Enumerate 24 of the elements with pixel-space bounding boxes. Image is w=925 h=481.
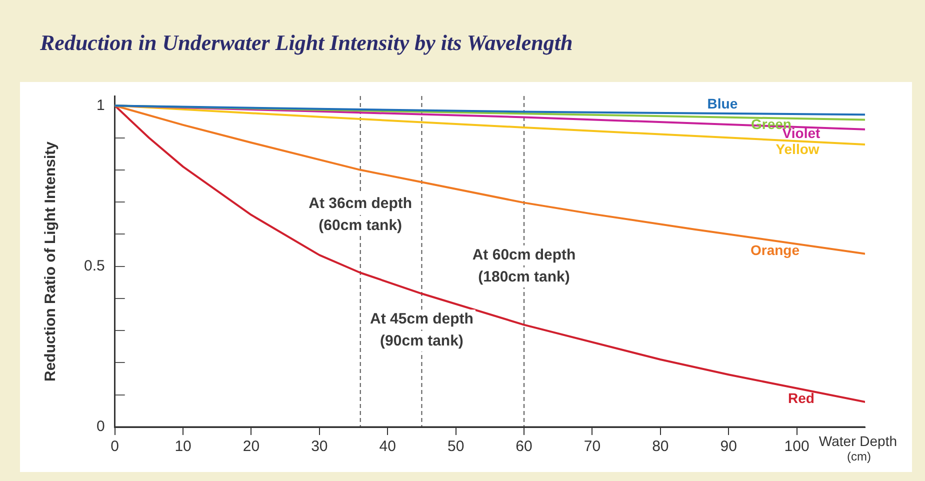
series-label: Orange xyxy=(750,242,800,258)
x-tick-label: 10 xyxy=(174,438,192,456)
ref-line-label: At 36cm depth (60cm tank) xyxy=(308,195,412,234)
ref-line-label: At 60cm depth (180cm tank) xyxy=(472,246,576,286)
y-tick-label: 0 xyxy=(96,418,105,436)
x-tick-label: 40 xyxy=(379,438,396,456)
chart-title: Reduction in Underwater Light Intensity by its Wavelength xyxy=(40,30,573,56)
ref-line-label: At 45cm depth (90cm tank) xyxy=(370,310,474,350)
x-axis-title: Water Depth (cm) xyxy=(818,432,897,464)
x-tick-label: 20 xyxy=(242,438,260,456)
x-tick-label: 80 xyxy=(652,438,669,456)
y-tick-label: 1 xyxy=(96,96,105,114)
x-tick-label: 100 xyxy=(784,438,810,456)
y-tick-label: 0.5 xyxy=(84,257,105,274)
x-tick-label: 30 xyxy=(311,438,328,456)
x-tick-label: 90 xyxy=(720,438,737,456)
x-tick-label: 60 xyxy=(516,438,532,456)
y-axis-title: Reduction Ratio of Light Intensity xyxy=(42,140,60,382)
series-label: Blue xyxy=(707,95,738,112)
series-label: Red xyxy=(788,390,814,406)
x-tick-label: 50 xyxy=(447,438,464,456)
x-tick-label: 0 xyxy=(110,438,120,456)
series-label: Yellow xyxy=(776,141,820,158)
x-tick-label: 70 xyxy=(584,438,601,456)
